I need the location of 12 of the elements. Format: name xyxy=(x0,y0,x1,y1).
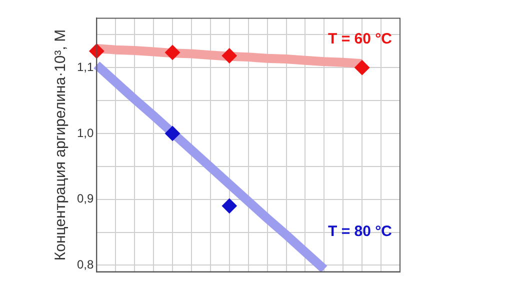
point xyxy=(165,126,180,141)
y-tick-label: 1,1 xyxy=(76,60,94,74)
point xyxy=(222,198,237,214)
point xyxy=(222,48,237,64)
y-tick-label: 0,8 xyxy=(76,258,94,272)
point xyxy=(165,44,180,60)
y-tick-label: 0,9 xyxy=(76,192,94,206)
text: T = 80 °C xyxy=(328,223,392,240)
y-axis-title: Концентрация аргирелина·10³, М xyxy=(52,29,70,261)
y-tick-label: 1,0 xyxy=(76,126,94,140)
series-label: T = 60 °C xyxy=(328,30,392,48)
point xyxy=(354,60,370,76)
